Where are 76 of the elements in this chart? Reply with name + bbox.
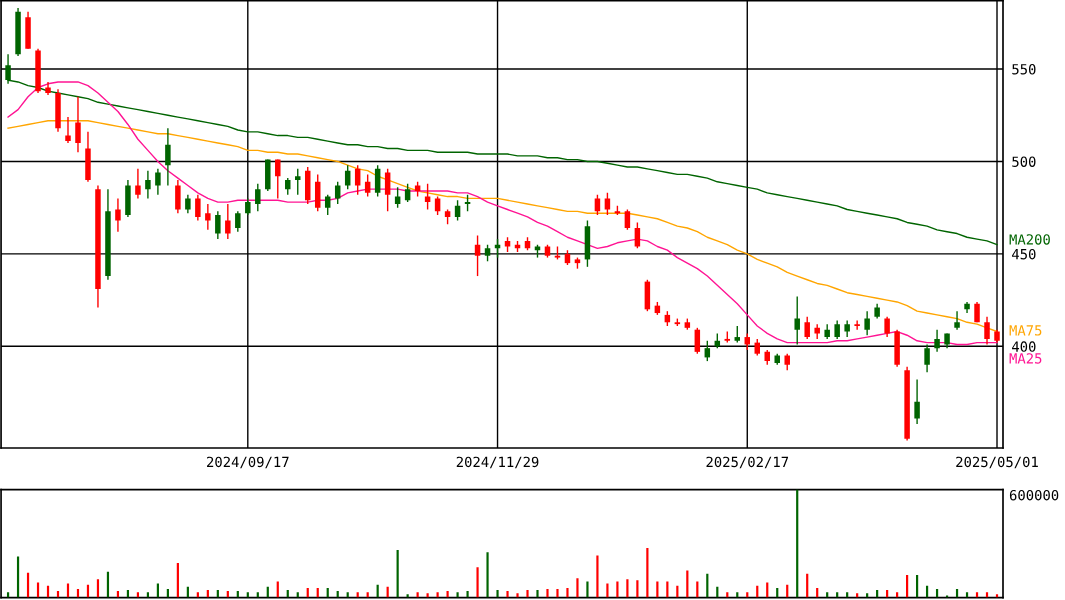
bar — [486, 552, 489, 598]
x-tick-label: 2024/11/29 — [456, 456, 539, 469]
series-label: MA25 — [1009, 353, 1042, 364]
bar — [796, 489, 799, 598]
candlestick — [604, 192, 611, 216]
series-label: MA75 — [1009, 325, 1042, 336]
candlestick — [135, 168, 141, 200]
candlestick — [474, 234, 481, 277]
candlestick — [205, 203, 211, 231]
candlestick — [334, 181, 341, 205]
candlestick — [934, 328, 940, 353]
bar — [586, 581, 589, 598]
x-tick-label: 2025/02/17 — [706, 456, 789, 469]
candlestick — [185, 194, 191, 214]
candlestick — [75, 96, 81, 153]
candlestick — [794, 295, 800, 346]
bar — [576, 578, 579, 598]
candlestick — [65, 116, 71, 144]
candlestick — [884, 316, 890, 338]
series-label: MA200 — [1009, 234, 1050, 245]
bar — [556, 588, 559, 598]
bar — [396, 550, 399, 598]
candlestick — [694, 327, 701, 355]
bar — [596, 555, 599, 598]
bar — [766, 582, 769, 598]
candlestick — [914, 378, 920, 425]
candlestick — [404, 182, 411, 203]
bar — [96, 579, 100, 598]
candlestick — [115, 197, 121, 233]
y-tick-label: 500 — [1012, 156, 1036, 167]
bar — [516, 593, 519, 598]
candlestick — [155, 168, 161, 196]
candlestick — [834, 319, 840, 340]
candlestick — [984, 316, 990, 346]
bar — [606, 583, 609, 598]
bar — [476, 567, 479, 598]
bar — [506, 591, 509, 598]
candlestick — [255, 182, 261, 213]
candlestick — [434, 195, 441, 216]
bar — [536, 590, 539, 598]
x-tick-label: 2025/05/01 — [956, 456, 1038, 469]
candlestick — [954, 310, 960, 331]
candlestick — [454, 199, 461, 222]
bar — [616, 581, 619, 598]
candlestick — [145, 169, 151, 200]
text: 600000 — [1009, 489, 1059, 501]
bar — [446, 591, 449, 598]
candlestick — [195, 194, 201, 222]
y-tick-label: 400 — [1012, 341, 1036, 352]
bar — [36, 582, 40, 598]
candlestick — [295, 168, 301, 196]
candlestick — [165, 127, 171, 187]
candlestick — [324, 194, 331, 216]
y-tick-label: 550 — [1012, 64, 1036, 75]
candlestick — [924, 343, 930, 373]
bar — [496, 590, 499, 598]
candlestick — [804, 316, 810, 340]
candlestick — [215, 210, 221, 240]
bar — [626, 579, 629, 598]
candlestick — [864, 310, 870, 336]
bar — [566, 587, 569, 598]
bar — [526, 590, 529, 598]
candlestick — [225, 203, 231, 240]
candlestick — [624, 208, 631, 231]
candlestick — [384, 168, 391, 213]
candlestick — [594, 194, 601, 216]
x-tick-label: 2024/09/17 — [207, 456, 289, 469]
bar — [546, 588, 549, 598]
candlestick — [854, 319, 860, 331]
bar — [456, 592, 459, 598]
candlestick — [235, 210, 241, 233]
bar — [466, 591, 469, 598]
bar — [646, 547, 649, 598]
candlestick — [364, 173, 371, 198]
y-tick-label: 450 — [1012, 248, 1036, 260]
candlestick — [275, 158, 281, 200]
